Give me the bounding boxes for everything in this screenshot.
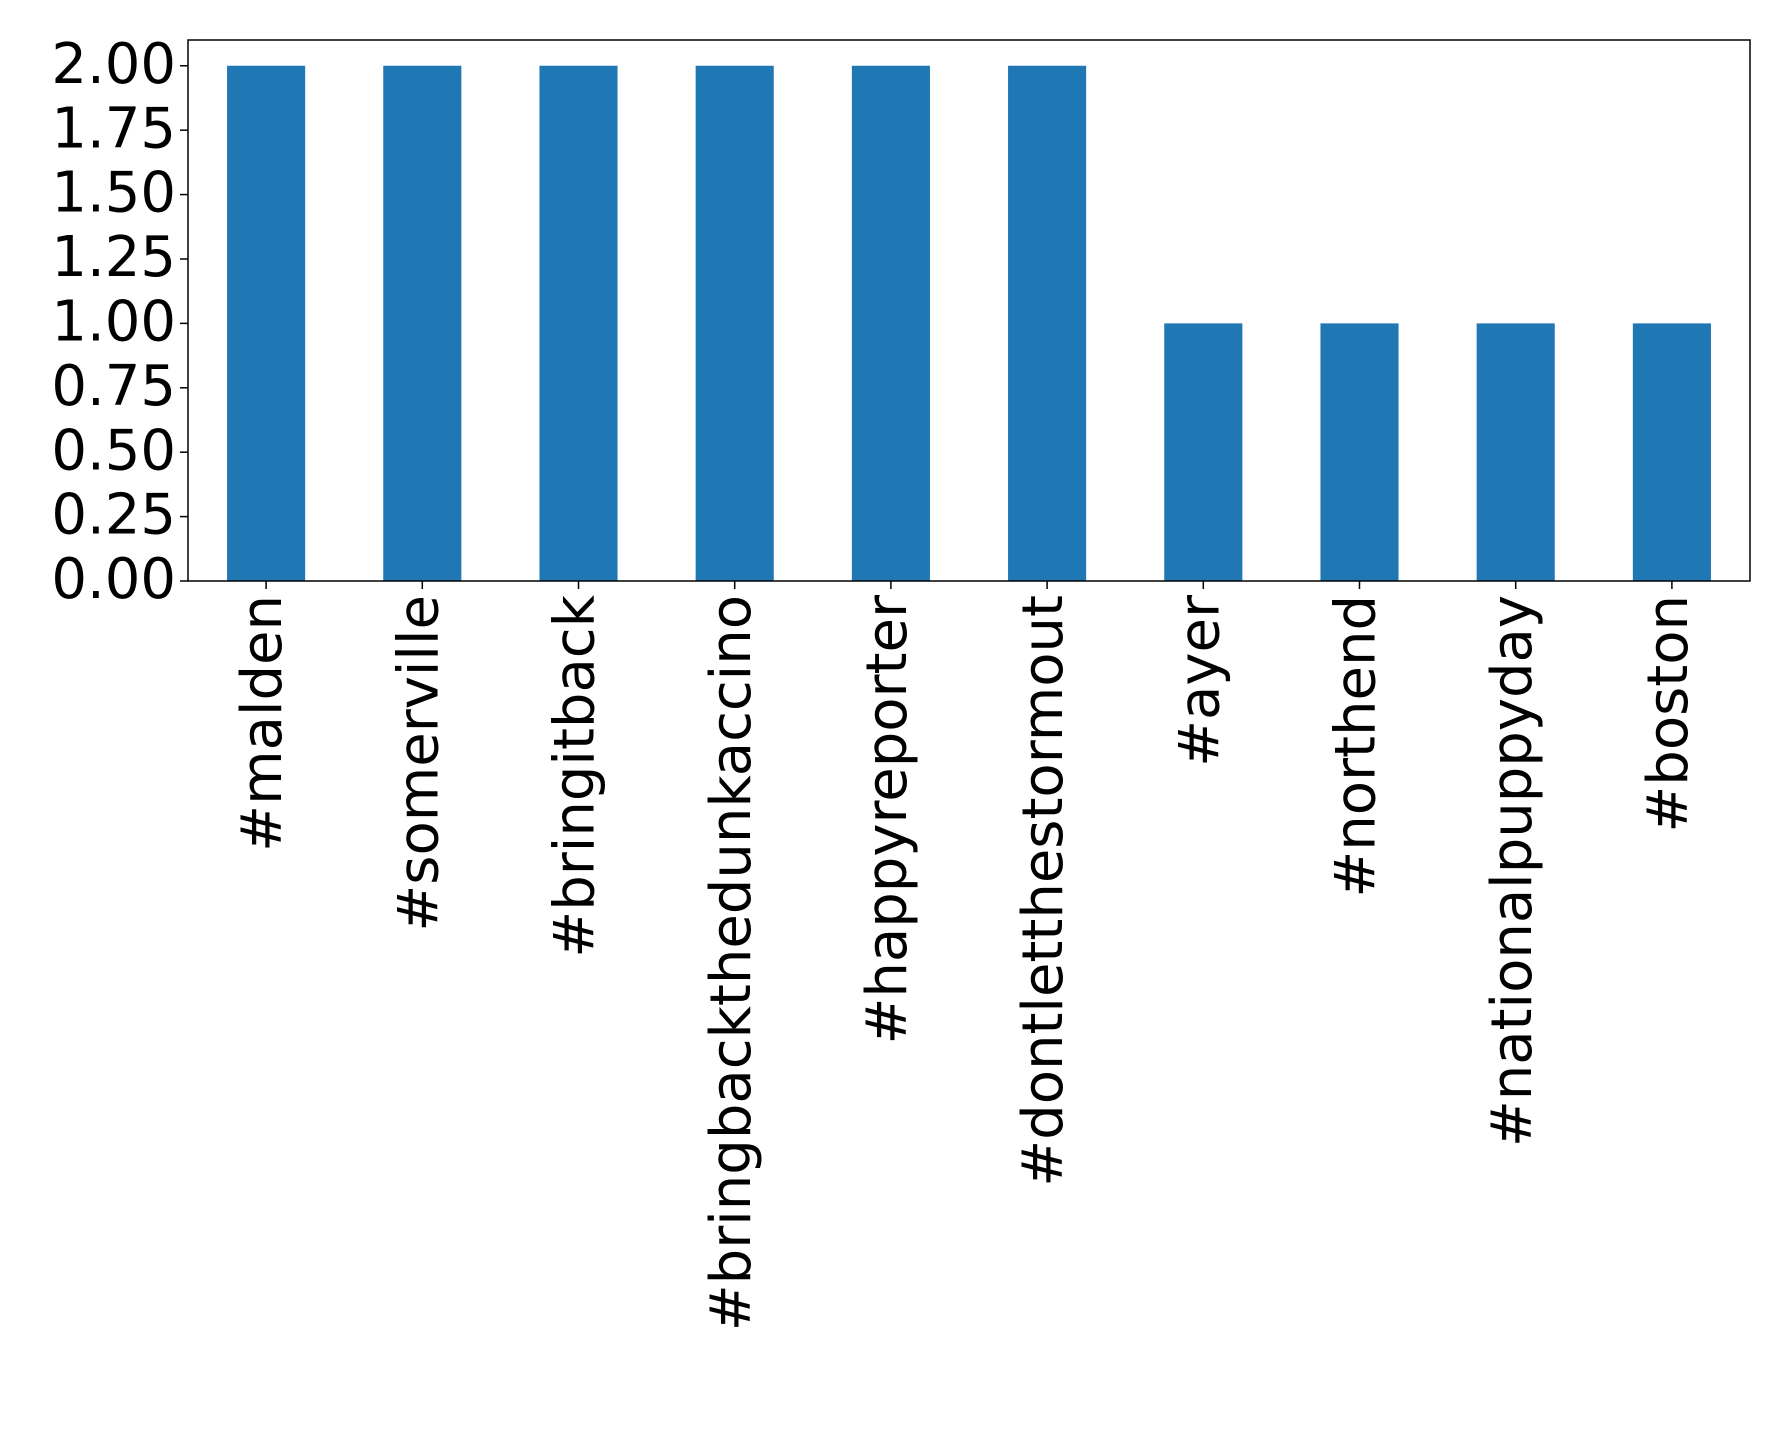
y-tick-label: 0.25 — [51, 483, 176, 548]
y-tick-label: 1.25 — [51, 225, 176, 290]
bar — [539, 65, 618, 581]
bar — [851, 65, 930, 581]
y-tick-label: 2.00 — [51, 32, 176, 97]
bar — [383, 65, 462, 581]
x-tick-label: #malden — [230, 595, 295, 852]
plot-frame — [187, 39, 1751, 582]
bar — [1476, 323, 1555, 581]
y-tick-label: 1.50 — [51, 161, 176, 226]
x-tick-label: #bringbackthedunkaccino — [699, 595, 764, 1331]
bar — [1008, 65, 1087, 581]
bar — [1164, 323, 1243, 581]
y-tick-label: 0.00 — [51, 547, 176, 612]
x-tick-label: #nationalpuppyday — [1480, 595, 1545, 1147]
y-tick-label: 1.75 — [51, 96, 176, 161]
x-tick-label: #happyreporter — [855, 594, 920, 1044]
bar — [1320, 323, 1399, 581]
y-tick-label: 0.50 — [51, 418, 176, 483]
x-tick-label: #ayer — [1167, 594, 1232, 767]
x-tick-label: #somerville — [386, 595, 451, 932]
bar — [1632, 323, 1711, 581]
x-tick-label: #dontletthestormout — [1011, 595, 1076, 1187]
bar — [227, 65, 306, 581]
y-tick-label: 0.75 — [51, 354, 176, 419]
bar — [695, 65, 774, 581]
y-tick-label: 1.00 — [51, 290, 176, 355]
x-tick-label: #boston — [1636, 595, 1701, 833]
x-tick-label: #bringitback — [543, 594, 608, 957]
x-tick-label: #northend — [1324, 595, 1389, 898]
